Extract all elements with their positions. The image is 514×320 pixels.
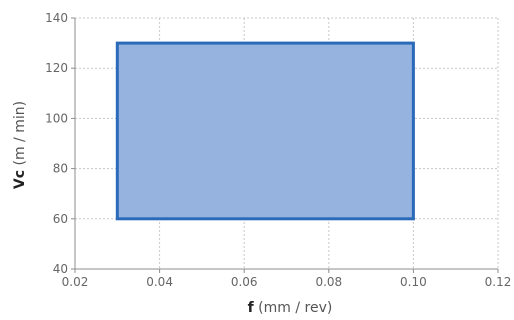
x-axis-unit: (mm / rev) xyxy=(254,300,333,316)
x-axis-title: f (mm / rev) xyxy=(248,300,333,316)
axes xyxy=(71,17,499,273)
y-axis-symbol: Vc xyxy=(12,170,28,189)
y-tick-label: 120 xyxy=(45,61,68,75)
y-tick-labels: 40 60 80 100 120 140 xyxy=(45,11,68,276)
x-tick-label: 0.04 xyxy=(146,275,173,289)
x-tick-label: 0.02 xyxy=(62,275,89,289)
x-tick-label: 0.10 xyxy=(400,275,427,289)
y-tick-label: 80 xyxy=(53,162,68,176)
region-rect xyxy=(115,41,415,221)
x-tick-labels: 0.02 0.04 0.06 0.08 0.10 0.12 xyxy=(62,275,512,289)
x-axis-symbol: f xyxy=(248,300,255,316)
x-tick-label: 0.08 xyxy=(315,275,342,289)
cutting-condition-region xyxy=(115,41,415,221)
y-tick-label: 140 xyxy=(45,11,68,25)
y-axis-unit: (m / min) xyxy=(12,101,28,170)
y-tick-label: 60 xyxy=(53,212,68,226)
y-tick-label: 40 xyxy=(53,262,68,276)
x-tick-label: 0.06 xyxy=(231,275,258,289)
y-axis-title: Vc (m / min) xyxy=(12,101,28,189)
x-tick-label: 0.12 xyxy=(485,275,512,289)
y-tick-label: 100 xyxy=(45,111,68,125)
